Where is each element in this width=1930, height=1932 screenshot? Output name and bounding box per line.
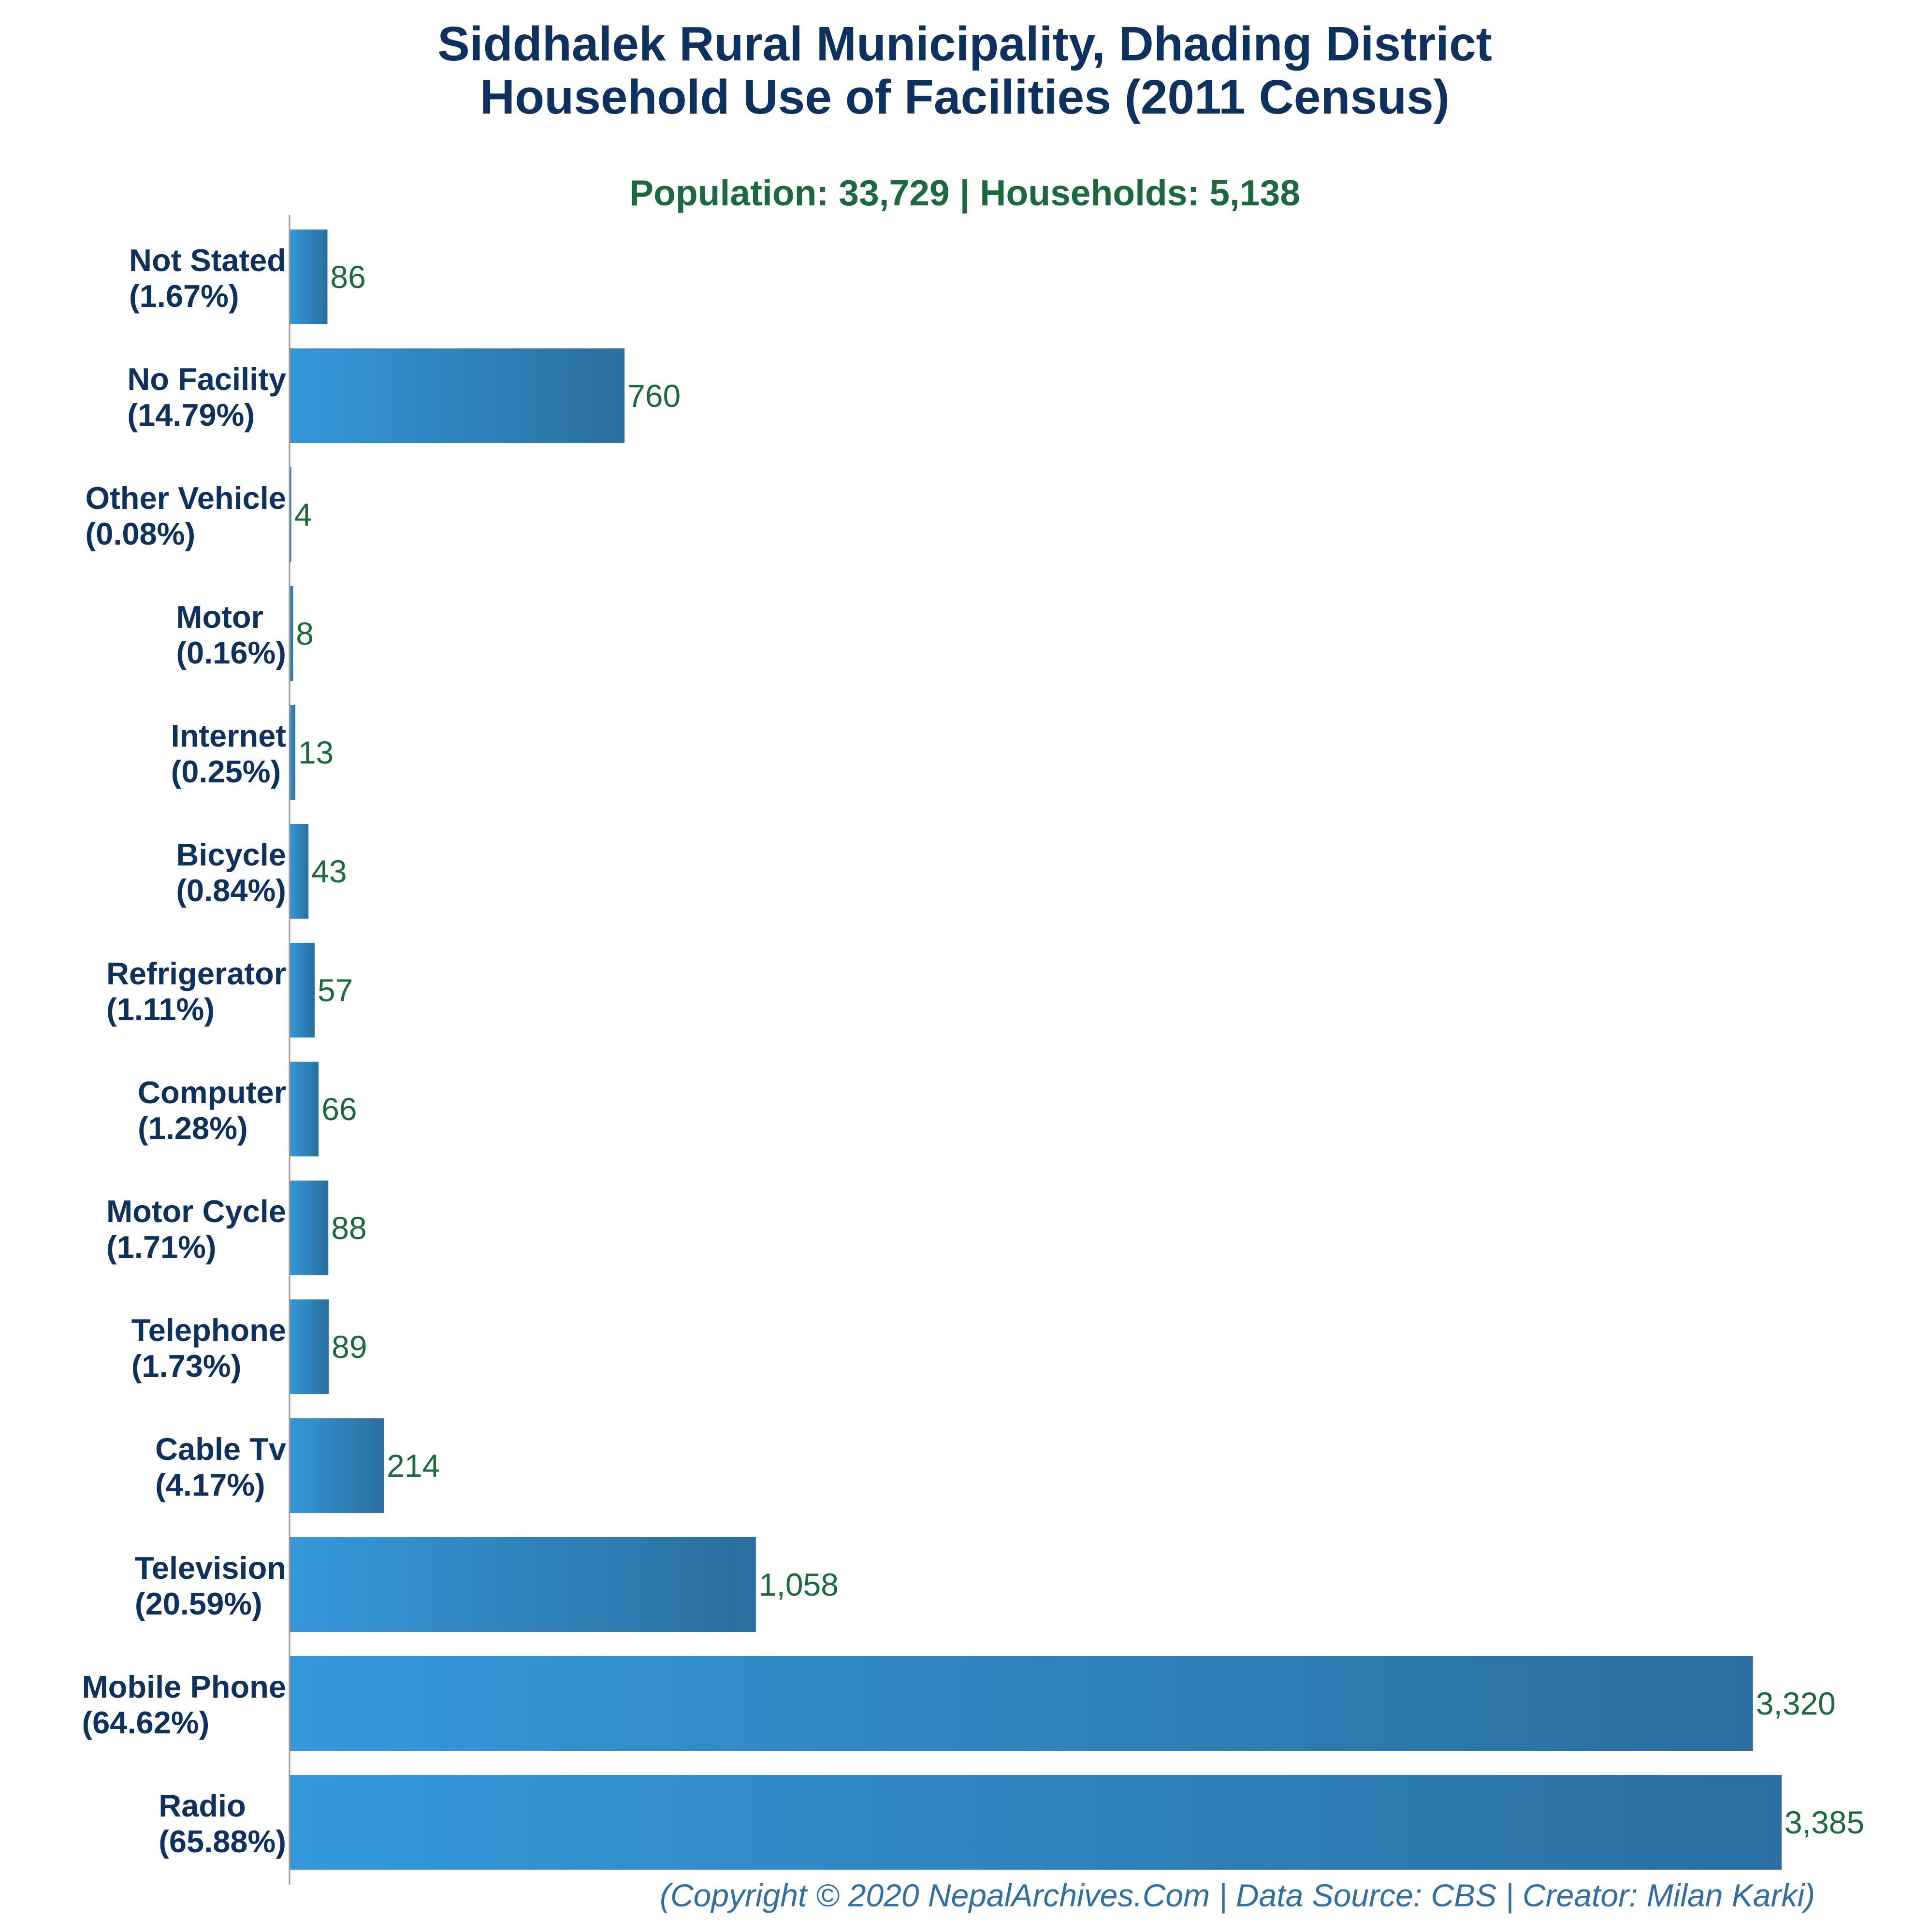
value-label: 43 (311, 853, 347, 889)
category-label: Refrigerator (106, 956, 286, 991)
category-percent-label: (0.84%) (176, 873, 286, 908)
bar-cable-tv (290, 1418, 384, 1513)
bar-not-stated (290, 230, 328, 324)
value-label: 1,058 (759, 1567, 839, 1602)
category-percent-label: (64.62%) (82, 1705, 210, 1740)
value-label: 760 (627, 378, 681, 414)
value-label: 89 (332, 1329, 367, 1365)
category-label: Motor Cycle (106, 1194, 286, 1229)
chart-subtitle: Population: 33,729 | Households: 5,138 (629, 173, 1300, 214)
category-label: Radio (159, 1788, 246, 1823)
bar-radio (290, 1775, 1782, 1870)
chart-title-line-2: Household Use of Facilities (2011 Census… (480, 70, 1450, 124)
value-label: 3,385 (1785, 1804, 1864, 1840)
bar-bicycle (290, 824, 309, 919)
bar-telephone (290, 1299, 329, 1394)
category-percent-label: (1.71%) (106, 1229, 217, 1265)
category-percent-label: (14.79%) (127, 397, 255, 433)
bar-other-vehicle (290, 467, 291, 562)
value-label: 86 (330, 259, 365, 295)
category-percent-label: (65.88%) (159, 1824, 286, 1859)
value-label: 57 (318, 972, 353, 1008)
value-label: 8 (296, 616, 314, 651)
bar-motor-cycle (290, 1181, 329, 1275)
value-label: 88 (331, 1210, 366, 1246)
category-label: Television (135, 1550, 286, 1586)
category-label: Cable Tv (155, 1431, 286, 1467)
category-label: Computer (138, 1075, 286, 1110)
value-label: 66 (321, 1091, 357, 1127)
chart-title-line-1: Siddhalek Rural Municipality, Dhading Di… (437, 17, 1492, 71)
category-percent-label: (1.73%) (131, 1348, 242, 1384)
bar-television (290, 1537, 756, 1632)
category-percent-label: (1.11%) (106, 992, 215, 1027)
category-label: Telephone (131, 1312, 286, 1348)
category-percent-label: (0.25%) (171, 754, 281, 789)
bar-motor (290, 586, 293, 681)
category-percent-label: (20.59%) (135, 1586, 262, 1621)
bar-refrigerator (290, 943, 315, 1038)
category-label: Other Vehicle (86, 480, 286, 516)
category-percent-label: (4.17%) (155, 1467, 265, 1502)
value-label: 3,320 (1756, 1686, 1836, 1721)
value-label: 13 (298, 735, 334, 770)
category-percent-label: (0.08%) (86, 516, 196, 551)
value-label: 4 (294, 497, 312, 533)
category-label: Motor (176, 599, 263, 634)
category-label: Not Stated (129, 243, 286, 278)
footer-credit: (Copyright © 2020 NepalArchives.Com | Da… (660, 1877, 1815, 1914)
category-label: No Facility (127, 361, 286, 397)
category-label: Internet (171, 718, 286, 753)
value-label: 214 (387, 1448, 440, 1484)
bar-no-facility (290, 348, 625, 443)
category-percent-label: (1.67%) (129, 278, 239, 314)
bar-computer (290, 1062, 319, 1156)
category-percent-label: (1.28%) (138, 1110, 248, 1146)
category-label: Bicycle (176, 837, 286, 872)
bar-internet (290, 705, 295, 800)
category-percent-label: (0.16%) (176, 635, 286, 670)
bars-layer: 86 Not Stated(1.67%) 760 No Facility(14.79%… (82, 230, 1864, 1870)
bar-mobile-phone (290, 1656, 1753, 1751)
category-label: Mobile Phone (82, 1669, 287, 1704)
